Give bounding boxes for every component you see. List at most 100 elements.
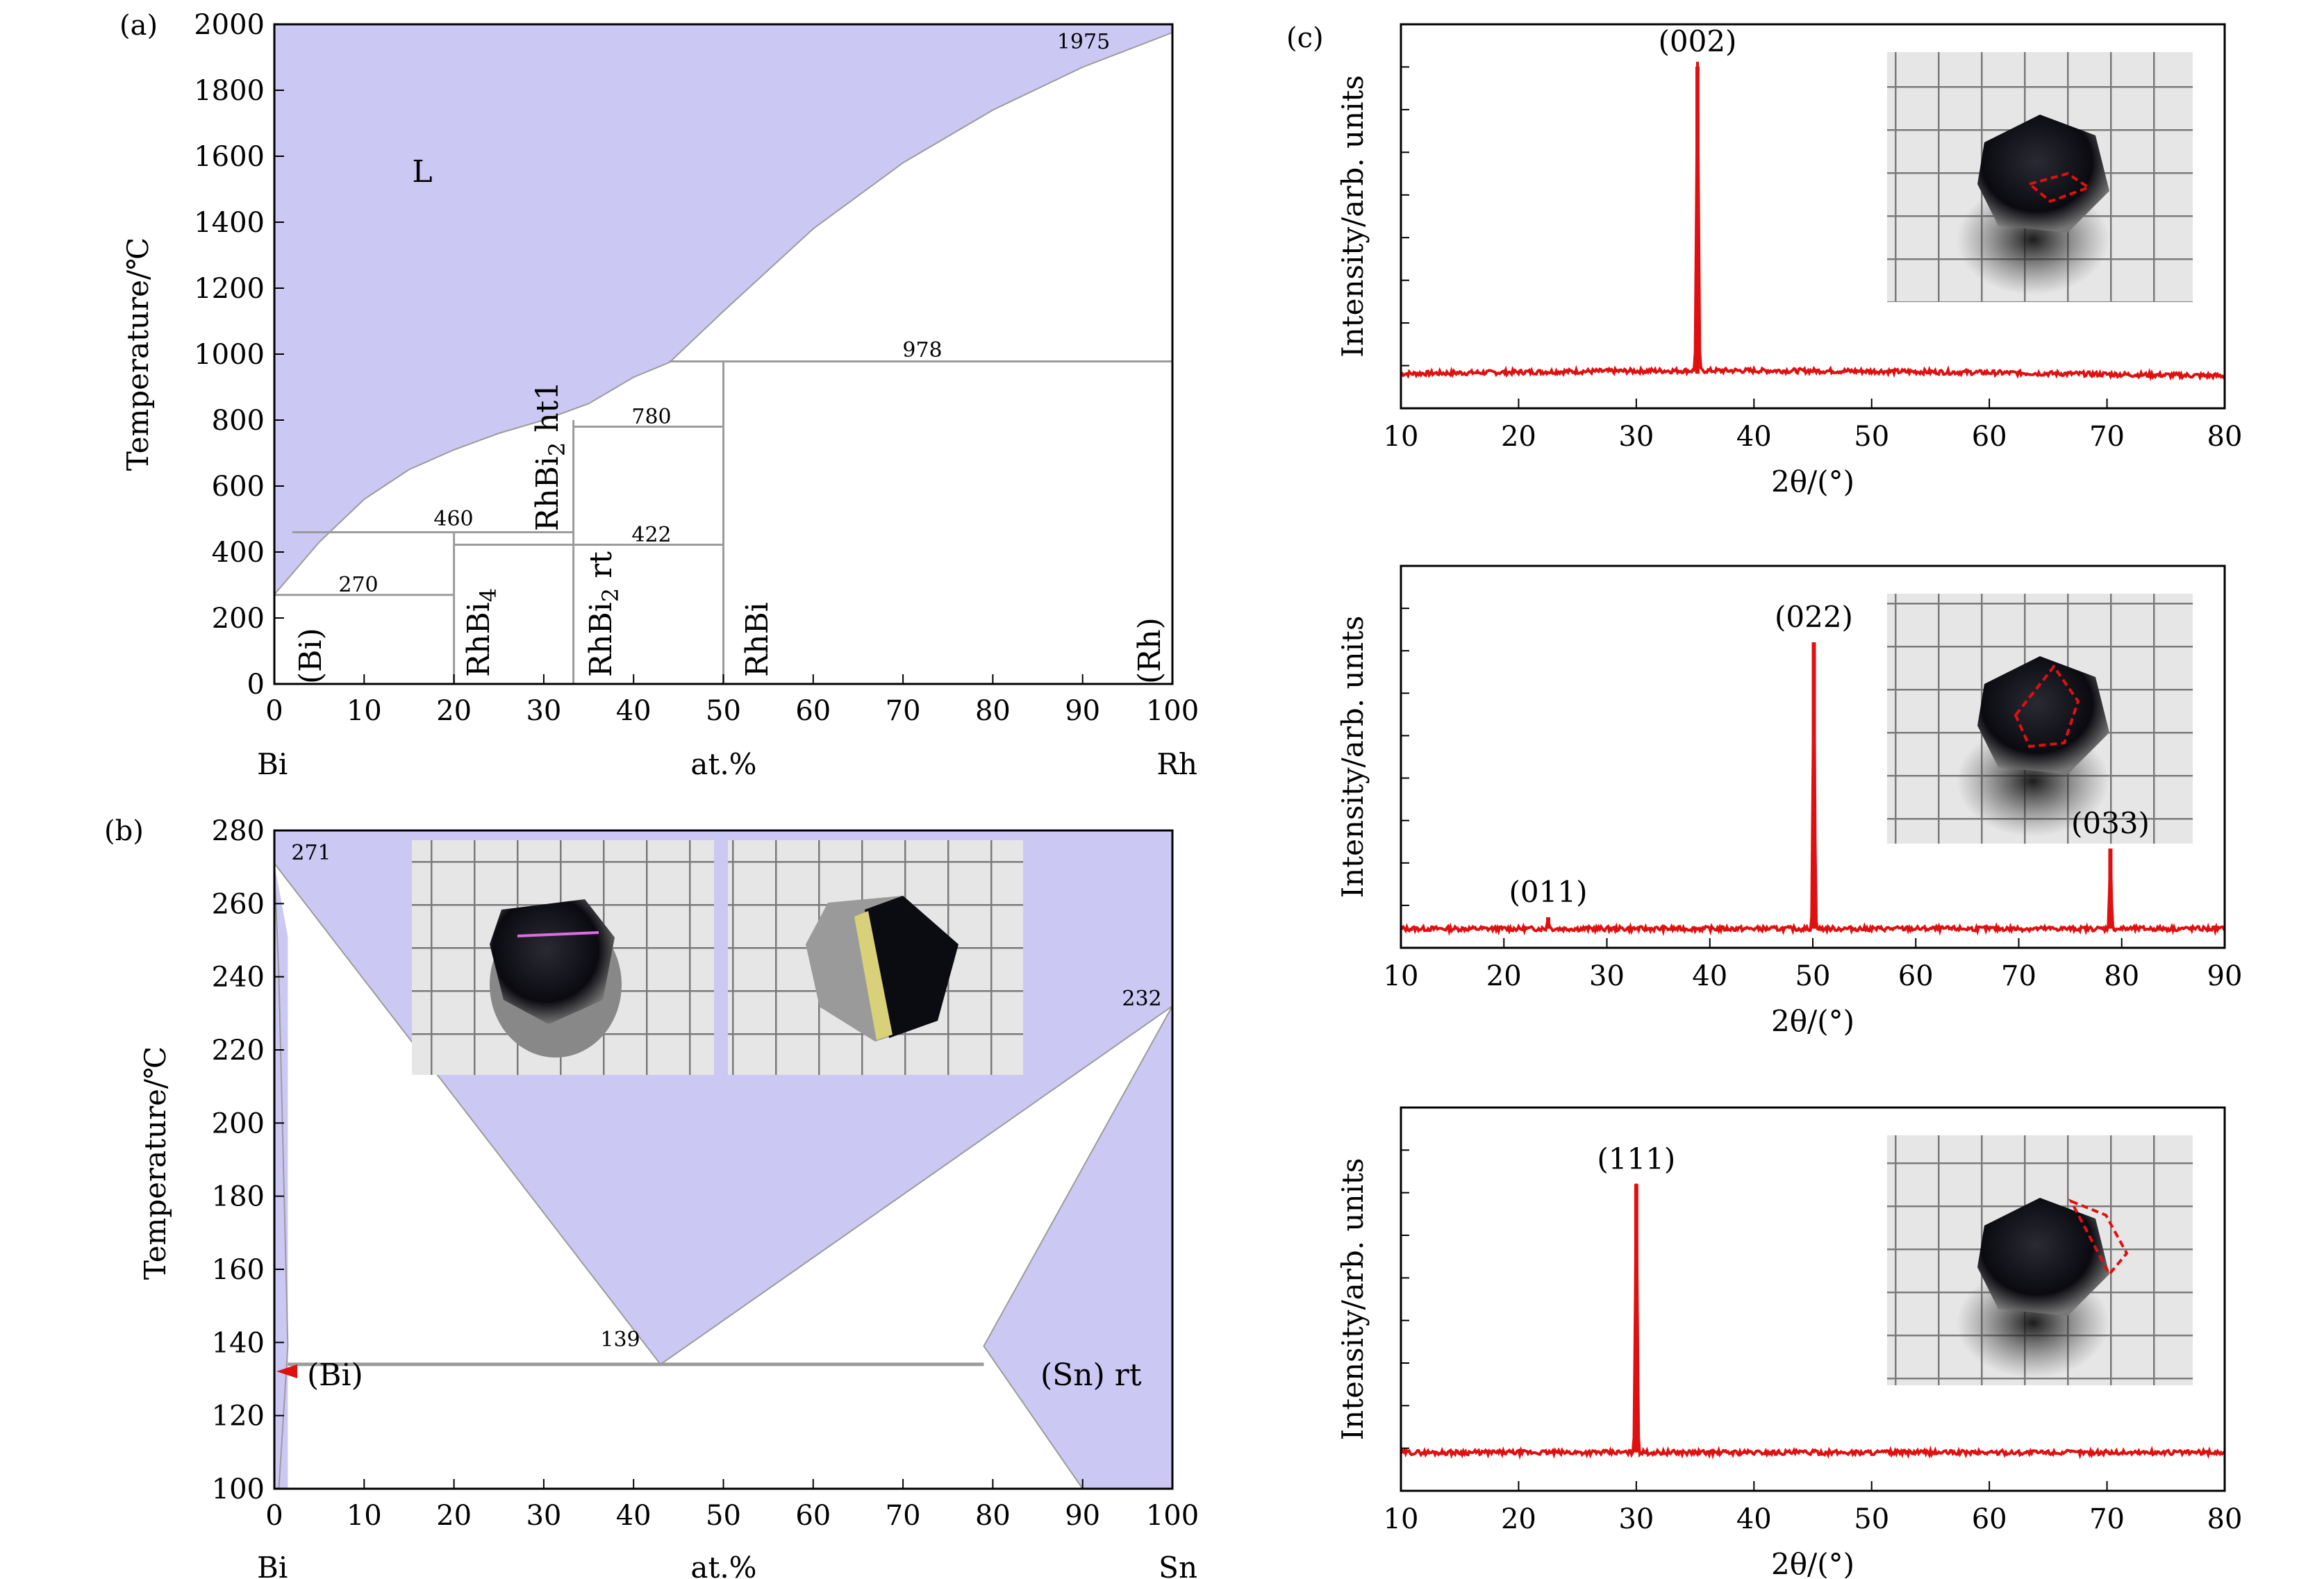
crystal-inset-body	[1977, 115, 2109, 233]
y-tick-label: 200	[212, 603, 265, 635]
phase-bi: (Bi)	[293, 628, 329, 684]
y-tick-label: 1600	[194, 141, 265, 173]
panel-b-y-axis-title: Temperature/℃	[138, 1046, 172, 1280]
two-phase-region-fill	[274, 863, 1172, 1489]
panel-b-phase-boundaries	[274, 862, 1173, 1367]
y-tick-label: 1200	[194, 273, 265, 305]
x-tick-label: 20	[1501, 1503, 1536, 1535]
x-axis-title: 2θ/(°)	[1771, 1547, 1854, 1579]
panel-a-right-element: Rh	[1156, 747, 1197, 781]
y-tick-label: 100	[212, 1473, 265, 1505]
crystal-photo-1	[412, 840, 714, 1075]
phase-rhbi2-ht1: RhBi2 ht1	[530, 381, 570, 531]
y-tick-label: 1400	[194, 207, 265, 239]
y-axis-title: Intensity/arb. units	[1336, 75, 1370, 358]
y-tick-label: 800	[212, 405, 265, 437]
y-tick-label: 140	[212, 1327, 265, 1359]
liquidus-line	[274, 31, 1173, 595]
x-tick-label: 70	[886, 695, 921, 727]
x-tick-label: 60	[1972, 421, 2007, 453]
peak-label: (002)	[1658, 24, 1736, 58]
peak-label: (011)	[1509, 875, 1588, 909]
x-tick-label: 30	[526, 695, 561, 727]
y-tick-label: 400	[212, 537, 265, 569]
y-tick-label: 260	[212, 888, 265, 920]
x-tick-label: 100	[1146, 1500, 1199, 1532]
panel-b-label: (b)	[104, 815, 144, 847]
x-tick-label: 40	[1736, 1503, 1772, 1535]
crystal-2-dark-face	[865, 896, 958, 1038]
panel-c-plots: (002) 10 20 30 40 50 60 70 80 Intensity/arb. unit…	[1336, 23, 2243, 1579]
x-tick-label: 40	[1736, 421, 1772, 453]
x-tick-label: 50	[706, 1500, 741, 1532]
phase-sn-rt: (Sn) rt	[1040, 1357, 1142, 1393]
panel-a-phase-boundaries	[274, 31, 1173, 684]
x-tick-label: 10	[347, 1500, 382, 1532]
x-tick-label: 80	[2104, 960, 2139, 992]
peak-label: (111)	[1597, 1142, 1675, 1176]
x-axis-title: 2θ/(°)	[1771, 1004, 1854, 1038]
x-tick-label: 80	[2207, 1503, 2243, 1535]
xrd-plot-1: (002) 10 20 30 40 50 60 70 80 Intensity/arb. unit…	[1336, 23, 2243, 499]
panel-b-x-axis-title: at.%	[690, 1551, 756, 1579]
label-780: 780	[631, 405, 671, 429]
xrd-plot-2: (011) (022) (033) 10 20 30 40 50 60 70 80 90 Intensi…	[1336, 565, 2242, 1038]
x-tick-label: 60	[1972, 1503, 2007, 1535]
x-tick-label: 70	[886, 1500, 921, 1532]
y-tick-label: 1800	[194, 75, 265, 107]
x-tick-label: 100	[1146, 695, 1199, 727]
x-tick-label: 90	[1065, 1500, 1100, 1532]
x-tick-label: 20	[1486, 960, 1522, 992]
x-tick-label: 0	[265, 695, 283, 727]
y-tick-label: 2000	[194, 9, 265, 41]
x-tick-label: 50	[1795, 960, 1831, 992]
phase-rhbi2-rt: RhBi2 rt	[583, 551, 624, 677]
xrd-line	[1400, 61, 2226, 382]
x-tick-label: 30	[1618, 421, 1654, 453]
peak-label: (022)	[1775, 600, 1853, 634]
x-tick-label: 10	[1384, 1503, 1419, 1535]
label-270: 270	[338, 573, 378, 597]
x-tick-label: 20	[436, 1500, 472, 1532]
x-tick-label: 50	[1854, 421, 1889, 453]
liquid-region-fill	[274, 24, 1172, 595]
x-tick-label: 30	[1618, 1503, 1654, 1535]
y-axis-title: Intensity/arb. units	[1336, 1158, 1370, 1441]
y-tick-label: 280	[212, 815, 265, 847]
panel-b-x-axis: 0 10 20 30 40 50 60 70 80 90 100	[265, 1479, 1199, 1532]
panel-a-phase-diagram: (a) 0 10 20 30 40 50 60 70 80 90 100 0 200 400 600 800…	[119, 9, 1199, 781]
x-tick-label: 30	[526, 1500, 561, 1532]
x-tick-label: 10	[347, 695, 382, 727]
x-tick-label: 50	[1854, 1503, 1889, 1535]
label-460: 460	[433, 507, 473, 531]
crystal-face-outline	[2026, 172, 2092, 203]
panel-b-right-element: Sn	[1159, 1551, 1197, 1579]
x-tick-label: 40	[1692, 960, 1727, 992]
x-tick-label: 80	[975, 695, 1011, 727]
y-tick-label: 1000	[194, 339, 265, 371]
x-tick-label: 10	[1384, 421, 1419, 453]
panel-a-y-axis: 0 200 400 600 800 1000 1200 1400 1600 1800 2000	[194, 9, 284, 701]
liquidus-right-line	[660, 1005, 1173, 1365]
x-tick-label: 30	[1589, 960, 1625, 992]
x-tick-label: 80	[2207, 421, 2243, 453]
xrd-plot-frame	[1400, 23, 2226, 410]
x-tick-label: 50	[706, 695, 741, 727]
x-tick-label: 20	[436, 695, 472, 727]
x-tick-label: 0	[265, 1500, 283, 1532]
crystal-2-facet	[854, 911, 893, 1040]
y-tick-label: 0	[247, 669, 265, 701]
crystal-1-body	[490, 899, 615, 1024]
y-tick-label: 200	[212, 1108, 265, 1139]
x-axis-title: 2θ/(°)	[1771, 465, 1854, 499]
label-271: 271	[291, 841, 331, 865]
y-tick-label: 600	[212, 471, 265, 503]
x-tick-label: 60	[795, 1500, 831, 1532]
phase-rh: (Rh)	[1132, 617, 1168, 684]
label-978: 978	[902, 338, 942, 362]
x-tick-label: 70	[2089, 1503, 2125, 1535]
label-232: 232	[1122, 987, 1161, 1011]
x-tick-label: 40	[616, 695, 651, 727]
panel-a-x-axis-title: at.%	[690, 747, 756, 781]
